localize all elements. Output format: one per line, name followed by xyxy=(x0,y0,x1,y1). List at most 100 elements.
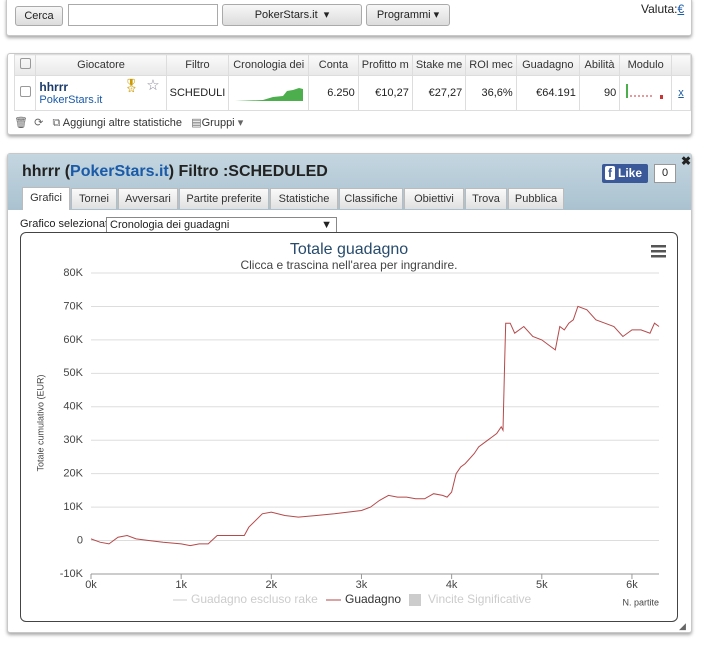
chart-title: Totale guadagno xyxy=(290,241,408,258)
stats-table: Giocatore Filtro Cronologia dei Conta Profit… xyxy=(13,54,691,111)
like-count: 0 xyxy=(654,164,676,183)
count-cell: 6.250 xyxy=(308,75,359,111)
currency-label: Valuta: xyxy=(641,2,678,16)
player-site[interactable]: PokerStars.it xyxy=(39,94,103,106)
add-stats-button[interactable]: ⧉ Aggiungi altre statistiche xyxy=(52,117,183,129)
star-icon[interactable]: ☆ xyxy=(146,77,160,94)
legend-hidden: Guadagno escluso rake xyxy=(191,592,318,606)
toolbar: Cerca PokerStars.it ▾ Programmi ▾ Valuta… xyxy=(6,0,692,36)
y-tick-label: 70K xyxy=(63,300,83,312)
player-cell: hhrrr PokerStars.it 🎖 ☆ xyxy=(35,75,167,111)
x-tick-label: 4k xyxy=(446,579,458,591)
programs-text: Programmi xyxy=(376,9,431,21)
chart-subtitle: Clicca e trascina nell'area per ingrandi… xyxy=(240,258,457,272)
y-tick-label: 60K xyxy=(63,334,83,346)
column-header[interactable]: Stake me xyxy=(411,54,467,76)
tab[interactable]: Tornei xyxy=(71,188,117,209)
player-panel: hhrrr (PokerStars.it) Filtro :SCHEDULED … xyxy=(7,153,692,633)
tab[interactable]: Obiettivi xyxy=(404,188,464,209)
column-header[interactable]: Abilità xyxy=(578,54,621,76)
roi-cell: 36,6% xyxy=(465,75,517,111)
legend-item: Guadagno xyxy=(345,592,401,606)
legend-symbol xyxy=(409,594,421,606)
ability-cell: 90 xyxy=(578,75,621,111)
selector-label: Grafico selezionato xyxy=(20,218,115,230)
column-header-extra xyxy=(671,54,691,76)
tab[interactable]: Grafici xyxy=(22,187,70,210)
site-select[interactable]: PokerStars.it ▾ xyxy=(222,4,362,26)
like-button[interactable]: f Like xyxy=(602,164,648,183)
row-checkbox[interactable] xyxy=(13,75,37,111)
column-header[interactable]: Giocatore xyxy=(35,54,167,76)
panel-open: ( xyxy=(64,163,71,180)
filter-cell: SCHEDULI xyxy=(165,75,230,111)
y-tick-label: 0 xyxy=(77,534,83,546)
table-footer: 🗑 ⟳ ⧉ Aggiungi altre statistiche ▤Gruppi… xyxy=(14,116,243,130)
y-axis-label: Totale cumulativo (EUR) xyxy=(35,374,45,471)
header-checkbox[interactable] xyxy=(13,54,37,76)
site-select-text: PokerStars.it xyxy=(254,9,318,21)
module-cell xyxy=(619,75,673,111)
trash-icon[interactable]: 🗑 xyxy=(14,117,28,129)
column-header[interactable]: Cronologia dei xyxy=(228,54,310,76)
chart-selector[interactable]: Cronologia dei guadagni ▼ xyxy=(106,217,337,233)
tab[interactable]: Avversari xyxy=(118,188,178,209)
sync-icon[interactable]: ⟳ xyxy=(34,117,44,129)
history-cell xyxy=(228,75,310,111)
x-tick-label: 2k xyxy=(266,579,278,591)
module-sparkline xyxy=(626,83,664,99)
y-tick-label: 30K xyxy=(63,434,83,446)
like-text: Like xyxy=(618,166,643,180)
x-tick-label: 5k xyxy=(536,579,548,591)
profit-cell: €10,27 xyxy=(357,75,413,111)
groups-button[interactable]: ▤Gruppi ▾ xyxy=(191,117,244,129)
panel-title: hhrrr (PokerStars.it) Filtro :SCHEDULED xyxy=(22,163,328,181)
stats-card: Giocatore Filtro Cronologia dei Conta Profit… xyxy=(7,53,692,135)
x-tick-label: 0k xyxy=(85,579,97,591)
chart-selector-value: Cronologia dei guadagni xyxy=(110,219,230,231)
y-tick-label: 20K xyxy=(63,468,83,480)
currency: Valuta:€ xyxy=(641,2,684,16)
tab[interactable]: Pubblica xyxy=(508,188,564,209)
panel-site[interactable]: PokerStars.it xyxy=(70,163,169,180)
search-input[interactable] xyxy=(68,4,218,26)
award-icon: 🎖 xyxy=(123,78,140,93)
panel-player: hhrrr xyxy=(22,163,61,180)
y-tick-label: 40K xyxy=(63,401,83,413)
column-header[interactable]: Conta xyxy=(308,54,359,76)
x-axis-label: N. partite xyxy=(622,597,659,607)
chart: Totale guadagno Clicca e trascina nell'a… xyxy=(35,241,666,607)
series-line xyxy=(90,305,660,547)
groups-text: Gruppi xyxy=(201,117,235,129)
y-tick-label: 80K xyxy=(63,267,83,279)
currency-link[interactable]: € xyxy=(677,2,685,16)
column-header[interactable]: Profitto m xyxy=(357,54,413,76)
tab[interactable]: Trova xyxy=(465,188,507,209)
legend-hidden: Vincite Significative xyxy=(428,592,531,606)
column-header[interactable]: Guadagno xyxy=(515,54,580,76)
tab[interactable]: Partite preferite xyxy=(179,188,269,209)
menu-icon[interactable] xyxy=(651,245,666,258)
x-tick-label: 6k xyxy=(626,579,638,591)
tab[interactable]: Classifiche xyxy=(339,188,403,209)
tab[interactable]: Statistiche xyxy=(270,188,338,209)
resize-handle: ◢ xyxy=(679,621,686,631)
player-name[interactable]: hhrrr xyxy=(39,80,69,94)
winnings-cell: €64.191 xyxy=(515,75,580,111)
x-tick-label: 3k xyxy=(356,579,368,591)
close-button[interactable]: ✖ xyxy=(681,154,692,168)
y-tick-label: -10K xyxy=(60,568,84,580)
add-stats-text: Aggiungi altre statistiche xyxy=(62,117,183,129)
stake-cell: €27,27 xyxy=(411,75,467,111)
programs-button[interactable]: Programmi ▾ xyxy=(366,4,450,26)
x-tick-label: 1k xyxy=(175,579,187,591)
data-row: hhrrr PokerStars.it 🎖 ☆ SCHEDULI 6.250 €10,… xyxy=(13,75,691,111)
header-row: Giocatore Filtro Cronologia dei Conta Profit… xyxy=(13,54,691,76)
panel-filter: ) Filtro :SCHEDULED xyxy=(168,163,328,180)
column-header[interactable]: Modulo xyxy=(619,54,673,76)
column-header[interactable]: Filtro xyxy=(165,54,230,76)
column-header[interactable]: ROI mec xyxy=(465,54,517,76)
remove-link[interactable]: x xyxy=(671,75,691,111)
search-button[interactable]: Cerca xyxy=(15,6,63,26)
